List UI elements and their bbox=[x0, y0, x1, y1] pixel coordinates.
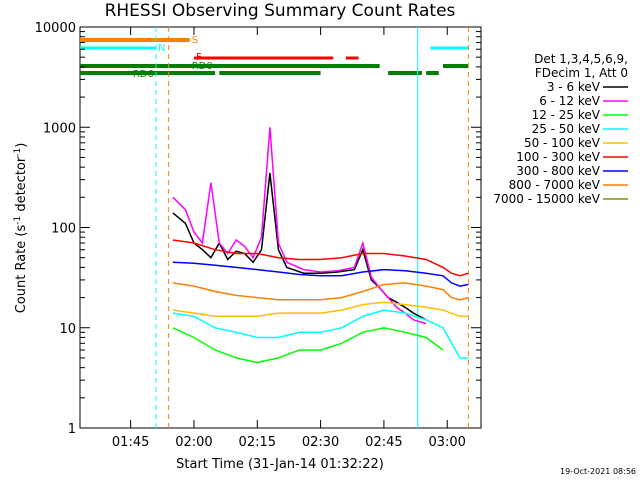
y-axis-label: Count Rate (s-1 detector-1) bbox=[13, 143, 29, 314]
x-tick-label: 02:45 bbox=[365, 435, 402, 450]
legend-entry-label: 3 - 6 keV bbox=[547, 80, 601, 94]
flag-label-rd0: RD0 bbox=[192, 61, 213, 72]
y-axis-label-sup2: -1 bbox=[13, 148, 23, 157]
series-layer bbox=[172, 127, 469, 364]
series-line-2 bbox=[172, 127, 427, 325]
legend-entry-label: 25 - 50 keV bbox=[532, 122, 601, 136]
flag-label-rd6: RD6 bbox=[133, 69, 154, 80]
flag-label-f: F bbox=[196, 52, 202, 63]
legend-entry-label: 12 - 25 keV bbox=[532, 108, 601, 122]
x-tick-label: 03:00 bbox=[428, 435, 465, 450]
series-line-6 bbox=[172, 239, 469, 277]
legend-entry-label: 50 - 100 keV bbox=[524, 136, 601, 150]
series-line-4 bbox=[172, 309, 469, 359]
series-line-8 bbox=[172, 282, 469, 301]
plot-frame bbox=[79, 26, 482, 429]
x-tick-label: 02:15 bbox=[239, 435, 276, 450]
chart-title: RHESSI Observing Summary Count Rates bbox=[105, 1, 456, 21]
legend-header-line2: FDecim 1, Att 0 bbox=[535, 66, 628, 80]
legend-header-line1: Det 1,3,4,5,6,9, bbox=[534, 52, 628, 66]
x-tick-label: 02:00 bbox=[175, 435, 212, 450]
y-axis-label-part1: Count Rate (s bbox=[14, 225, 29, 314]
ticks-layer: 01:45 02:00 02:15 02:30 02:45 03:00 1 10 100 1000… bbox=[35, 21, 481, 450]
legend: Det 1,3,4,5,6,9, FDecim 1, Att 0 3 - 6 k… bbox=[493, 52, 628, 206]
x-tick-label: 02:30 bbox=[302, 435, 339, 450]
x-axis-label: Start Time (31-Jan-14 01:32:22) bbox=[176, 457, 384, 472]
series-line-7 bbox=[172, 261, 469, 287]
legend-entry-label: 100 - 300 keV bbox=[516, 150, 600, 164]
flag-label-s: S bbox=[192, 35, 198, 46]
y-tick-label: 1000 bbox=[43, 121, 76, 136]
flag-label-n: N bbox=[158, 43, 165, 54]
legend-entry-label: 800 - 7000 keV bbox=[509, 178, 601, 192]
plot-area bbox=[79, 26, 482, 429]
series-line-5 bbox=[172, 301, 469, 318]
y-tick-label: 10000 bbox=[35, 21, 76, 36]
footer-date: 19-Oct-2021 08:56 bbox=[560, 467, 636, 476]
legend-entry-label: 7000 - 15000 keV bbox=[493, 192, 600, 206]
x-tick-label: 01:45 bbox=[112, 435, 149, 450]
y-tick-label: 10 bbox=[59, 322, 76, 337]
y-axis-label-sup1: -1 bbox=[13, 216, 23, 225]
y-tick-label: 100 bbox=[51, 222, 76, 237]
legend-entry-label: 6 - 12 keV bbox=[539, 94, 601, 108]
y-axis-label-part2: detector bbox=[14, 156, 29, 216]
y-tick-label: 1 bbox=[68, 422, 76, 437]
legend-entry-label: 300 - 800 keV bbox=[516, 164, 600, 178]
y-axis-label-part3: ) bbox=[14, 143, 29, 148]
series-line-3 bbox=[172, 327, 444, 364]
